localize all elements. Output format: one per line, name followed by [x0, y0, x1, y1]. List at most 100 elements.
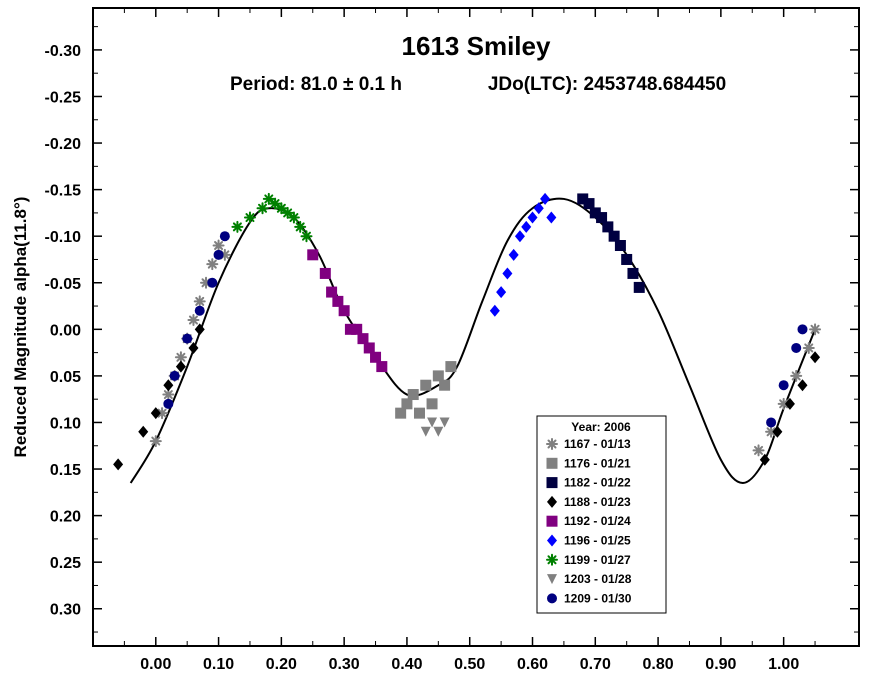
series-5 [307, 249, 388, 373]
data-point [621, 253, 633, 265]
data-point [439, 417, 450, 428]
data-point [614, 240, 626, 252]
data-point [540, 192, 551, 205]
x-tick-label: 0.50 [454, 656, 485, 673]
legend-item: 1199 - 01/27 [546, 553, 631, 567]
data-point [163, 379, 174, 392]
data-point [376, 361, 388, 373]
data-point [766, 417, 777, 428]
data-point [370, 351, 382, 363]
data-point [790, 369, 803, 382]
data-point [395, 407, 407, 419]
legend-marker [546, 553, 558, 566]
legend-title: Year: 2006 [571, 420, 631, 434]
legend-item: 1176 - 01/21 [546, 456, 631, 470]
series-6 [489, 192, 557, 317]
data-point [262, 192, 275, 205]
legend-marker [546, 457, 558, 469]
legend-label: 1199 - 01/27 [564, 553, 631, 567]
data-point [138, 425, 149, 438]
data-point [149, 435, 162, 448]
legend-item: 1188 - 01/23 [547, 495, 631, 509]
data-point [169, 370, 180, 381]
series-9 [163, 231, 808, 428]
data-point [287, 211, 300, 224]
data-point [427, 417, 438, 428]
data-point [175, 360, 186, 373]
x-tick-label: 0.60 [517, 656, 548, 673]
data-point [206, 258, 219, 271]
data-point [194, 305, 205, 316]
x-tick-label: 1.00 [768, 656, 799, 673]
data-point [752, 444, 765, 457]
legend-marker [546, 438, 558, 450]
legend-item: 1192 - 01/24 [546, 514, 631, 528]
data-point [778, 380, 789, 391]
legend-label: 1188 - 01/23 [564, 495, 631, 509]
series-2 [395, 361, 457, 419]
y-tick-label: 0.15 [50, 462, 81, 479]
data-point [496, 286, 507, 299]
axis-ticks-layer: 0.00 0.10 0.20 0.30 0.40 0.50 0.60 0.70 0.80 0.90… [45, 8, 859, 673]
legend-label: 1182 - 01/22 [564, 476, 631, 490]
legend-label: 1196 - 01/25 [564, 534, 631, 548]
y-tick-label: -0.30 [45, 43, 82, 60]
data-point [294, 220, 307, 233]
data-point [777, 397, 790, 410]
legend-items: 1167 - 01/13 1176 - 01/21 1182 - 01/22 1188… [546, 437, 632, 605]
y-tick-label: -0.10 [45, 229, 82, 246]
legend-label: 1203 - 01/28 [564, 572, 632, 586]
data-point [608, 230, 620, 242]
y-tick-label: -0.05 [45, 276, 82, 293]
data-point [413, 407, 425, 419]
data-point [502, 267, 513, 280]
x-tick-label: 0.80 [643, 656, 674, 673]
data-point [583, 198, 595, 210]
data-point [489, 304, 500, 317]
data-point [187, 314, 200, 327]
data-point [243, 211, 256, 224]
legend-marker [547, 495, 557, 508]
legend-item: 1167 - 01/13 [546, 437, 631, 451]
series-3 [577, 193, 645, 293]
series-8 [420, 417, 450, 437]
data-point [163, 398, 174, 409]
data-point [797, 324, 808, 335]
data-point [521, 220, 532, 233]
data-point [357, 333, 369, 345]
data-point [759, 453, 770, 466]
legend-marker [547, 534, 557, 547]
data-point [256, 202, 269, 215]
legend-item: 1196 - 01/25 [547, 534, 631, 548]
data-point [281, 206, 294, 219]
data-point [602, 221, 614, 233]
data-point [351, 323, 363, 335]
y-axis-label: Reduced Magnitude alpha(11.8°) [11, 197, 30, 458]
data-point [784, 397, 795, 410]
data-point [426, 398, 438, 410]
data-points-layer [113, 192, 822, 471]
y-tick-label: 0.10 [50, 415, 81, 432]
legend-label: 1176 - 01/21 [564, 456, 631, 470]
series-7 [231, 192, 313, 243]
y-tick-label: 0.00 [50, 322, 81, 339]
legend-label: 1192 - 01/24 [564, 514, 631, 528]
data-point [514, 230, 525, 243]
data-point [300, 230, 313, 243]
legend-item: 1203 - 01/28 [547, 572, 632, 586]
series-4 [113, 323, 821, 471]
data-point [809, 323, 822, 336]
plot-frame [92, 7, 860, 647]
data-point [212, 239, 225, 252]
data-point [188, 341, 199, 354]
legend: Year: 2006 1167 - 01/13 1176 - 01/21 1182 … [536, 415, 667, 614]
y-tick-label: -0.20 [45, 136, 82, 153]
y-tick-label: 0.05 [50, 369, 81, 386]
data-point [527, 211, 538, 224]
legend-box [536, 415, 667, 614]
data-point [194, 323, 205, 336]
data-point [633, 281, 645, 293]
x-tick-label: 0.30 [329, 656, 360, 673]
data-point [401, 398, 413, 410]
